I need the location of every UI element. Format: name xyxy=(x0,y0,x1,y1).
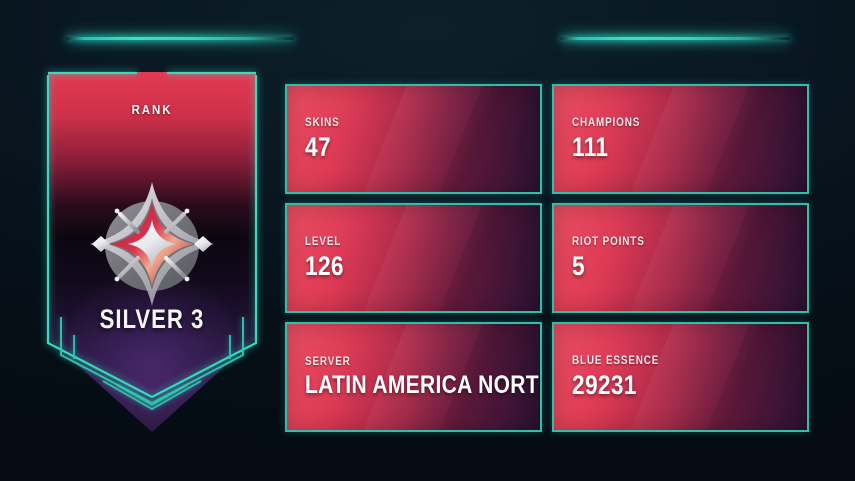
stat-label-server: SERVER xyxy=(305,355,351,368)
stat-value-level: 126 xyxy=(305,250,344,281)
neon-line-right xyxy=(560,37,790,40)
stat-card-blue-essence[interactable]: BLUE ESSENCE 29231 xyxy=(552,322,809,432)
stat-label-level: LEVEL xyxy=(305,235,342,248)
rank-tier-name: SILVER 3 xyxy=(99,304,205,334)
stat-value-blue-essence: 29231 xyxy=(572,369,637,400)
stat-value-skins: 47 xyxy=(305,131,331,162)
stat-value-riot-points: 5 xyxy=(572,250,585,281)
stat-card-server[interactable]: SERVER LATIN AMERICA NORTH xyxy=(285,322,542,432)
stat-card-champions[interactable]: CHAMPIONS 111 xyxy=(552,84,809,194)
rank-card[interactable]: RANK xyxy=(46,71,258,432)
stats-grid: SKINS 47 CHAMPIONS 111 LEVEL 126 RIOT PO… xyxy=(285,84,809,432)
neon-line-left xyxy=(66,37,294,40)
rank-card-header-label: RANK xyxy=(131,102,173,117)
stat-label-riot-points: RIOT POINTS xyxy=(572,235,645,248)
stat-card-level[interactable]: LEVEL 126 xyxy=(285,203,542,313)
stat-label-blue-essence: BLUE ESSENCE xyxy=(572,354,660,367)
stat-label-skins: SKINS xyxy=(305,116,340,129)
stat-value-server: LATIN AMERICA NORTH xyxy=(305,370,542,399)
stat-card-riot-points[interactable]: RIOT POINTS 5 xyxy=(552,203,809,313)
silver-rank-emblem xyxy=(84,176,220,312)
rank-card-outline xyxy=(43,67,261,437)
stat-card-skins[interactable]: SKINS 47 xyxy=(285,84,542,194)
stat-value-champions: 111 xyxy=(572,131,609,162)
stat-label-champions: CHAMPIONS xyxy=(572,116,641,129)
